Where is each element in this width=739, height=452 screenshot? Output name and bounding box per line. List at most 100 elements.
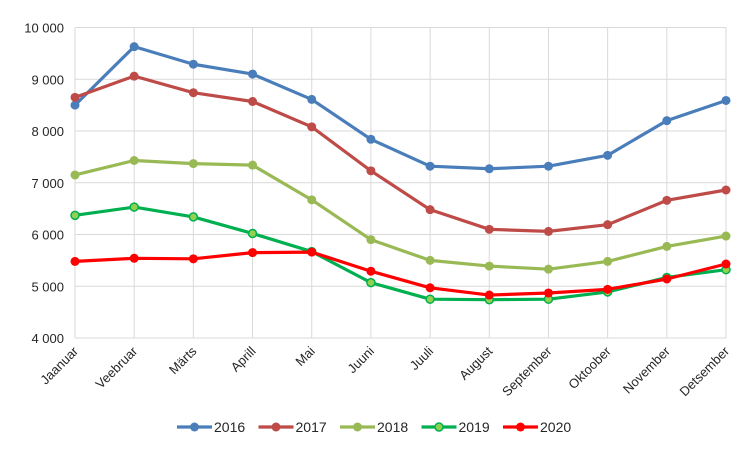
legend-label: 2019 bbox=[459, 419, 490, 435]
data-point bbox=[603, 150, 613, 160]
data-point bbox=[603, 220, 613, 230]
data-point bbox=[425, 283, 435, 293]
x-tick-label: August bbox=[456, 343, 495, 382]
x-tick-label: Oktoober bbox=[565, 343, 614, 392]
series-line-2017 bbox=[73, 74, 728, 233]
legend-marker-icon bbox=[516, 422, 525, 432]
data-point bbox=[662, 195, 672, 205]
legend-label: 2016 bbox=[214, 419, 245, 435]
x-tick-label: November bbox=[620, 343, 673, 396]
data-point bbox=[70, 92, 80, 102]
data-point bbox=[248, 69, 258, 79]
data-point bbox=[484, 224, 494, 234]
series-line-2020 bbox=[73, 250, 728, 297]
series-line-2019 bbox=[73, 205, 728, 302]
data-point bbox=[70, 100, 80, 110]
data-point bbox=[366, 134, 376, 144]
data-point bbox=[307, 94, 317, 104]
series-layer bbox=[70, 42, 731, 305]
legend-marker-icon bbox=[271, 422, 281, 432]
legend-marker-icon bbox=[353, 422, 362, 432]
y-tick-label: 6 000 bbox=[31, 228, 64, 243]
x-tick-label: Veebruar bbox=[92, 343, 140, 391]
y-tick-label: 8 000 bbox=[31, 124, 64, 139]
legend-item-2016: 2016 bbox=[177, 419, 245, 435]
data-point bbox=[603, 284, 613, 294]
legend-marker-icon bbox=[434, 422, 444, 432]
y-tick-label: 5 000 bbox=[31, 279, 64, 294]
data-point bbox=[603, 256, 613, 266]
data-point bbox=[70, 256, 80, 266]
y-tick-label: 10 000 bbox=[24, 21, 64, 36]
data-point bbox=[721, 231, 731, 241]
y-tick-label: 9 000 bbox=[31, 72, 64, 87]
x-tick-label: Jaanuar bbox=[37, 343, 81, 387]
data-point bbox=[248, 248, 258, 258]
data-point bbox=[188, 159, 198, 169]
data-point bbox=[248, 97, 258, 107]
data-point bbox=[188, 88, 198, 98]
data-point bbox=[543, 161, 553, 171]
data-point bbox=[543, 288, 553, 298]
data-point bbox=[662, 274, 672, 284]
y-tick-label: 4 000 bbox=[31, 331, 64, 346]
y-tick-label: 7 000 bbox=[31, 176, 64, 191]
data-point bbox=[70, 210, 80, 221]
data-point bbox=[425, 205, 435, 215]
data-point bbox=[662, 116, 672, 126]
series-2017 bbox=[70, 71, 731, 236]
x-tick-label: Märts bbox=[166, 343, 200, 377]
legend-label: 2018 bbox=[377, 419, 408, 435]
data-point bbox=[129, 71, 139, 81]
data-point bbox=[248, 160, 258, 170]
legend-item-2020: 2020 bbox=[503, 419, 571, 435]
data-point bbox=[721, 95, 731, 105]
data-point bbox=[307, 247, 317, 257]
series-2020 bbox=[70, 247, 731, 300]
data-point bbox=[129, 42, 139, 52]
data-point bbox=[129, 155, 139, 165]
data-point bbox=[662, 241, 672, 251]
x-tick-label: Mai bbox=[292, 343, 317, 368]
x-axis-tick-labels: Jaanuar Veebruar Märts Aprill Mai Juuni Juuli A… bbox=[37, 343, 732, 399]
data-point bbox=[188, 254, 198, 264]
data-point bbox=[425, 294, 435, 304]
data-point bbox=[247, 228, 258, 239]
legend-label: 2017 bbox=[296, 419, 327, 435]
series-line-2016 bbox=[73, 45, 728, 171]
data-point bbox=[366, 235, 376, 245]
data-point bbox=[425, 255, 435, 265]
data-point bbox=[721, 259, 731, 269]
data-point bbox=[721, 185, 731, 195]
data-point bbox=[366, 166, 376, 176]
x-tick-label: Detsember bbox=[677, 343, 733, 399]
data-point bbox=[307, 122, 317, 132]
data-point bbox=[307, 195, 317, 205]
data-point bbox=[484, 261, 494, 271]
data-point bbox=[366, 277, 376, 288]
legend-item-2017: 2017 bbox=[258, 419, 327, 435]
data-point bbox=[425, 161, 435, 171]
legend: 2016 2017 2018 2019 2020 bbox=[177, 419, 571, 435]
data-point bbox=[366, 266, 376, 276]
series-2019 bbox=[70, 202, 731, 305]
x-tick-label: Juuli bbox=[407, 343, 437, 373]
series-2018 bbox=[70, 155, 731, 274]
x-tick-label: September bbox=[499, 343, 555, 399]
y-axis-tick-labels: 4 000 5 000 6 000 7 000 8 000 9 000 10 000 bbox=[24, 21, 64, 347]
data-point bbox=[70, 170, 80, 180]
legend-item-2018: 2018 bbox=[340, 419, 408, 435]
data-point bbox=[129, 253, 139, 263]
data-point bbox=[543, 264, 553, 274]
series-2016 bbox=[70, 42, 731, 174]
series-line-2018 bbox=[73, 158, 728, 271]
legend-marker-icon bbox=[190, 422, 199, 432]
x-tick-label: Aprill bbox=[228, 343, 259, 374]
legend-label: 2020 bbox=[540, 419, 571, 435]
x-tick-label: Juuni bbox=[344, 343, 377, 376]
data-point bbox=[188, 212, 199, 222]
data-point bbox=[129, 202, 139, 212]
data-point bbox=[484, 290, 494, 300]
data-point bbox=[188, 59, 198, 69]
